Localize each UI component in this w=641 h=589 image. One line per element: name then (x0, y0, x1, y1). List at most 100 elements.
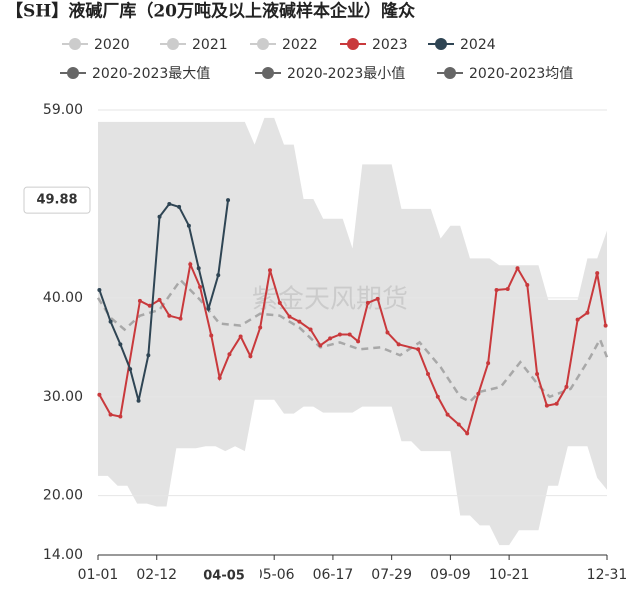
point (97, 287, 102, 292)
point (505, 286, 510, 291)
point (157, 297, 162, 302)
legend-label: 2022 (282, 37, 318, 53)
pointer-x-box (196, 563, 261, 587)
legend-label: 2021 (192, 37, 228, 53)
legend-marker (257, 38, 269, 50)
x-tick-label: 02-12 (136, 567, 177, 583)
y-tick-label: 40.00 (43, 290, 83, 306)
pointer-x-label: 04-05 (203, 569, 245, 584)
x-tick-label: 05-06 (254, 567, 295, 583)
point (118, 414, 123, 419)
point (128, 367, 133, 372)
point (544, 403, 549, 408)
point (356, 339, 361, 344)
pointer-y-box (23, 186, 91, 214)
point (287, 314, 292, 319)
point (494, 287, 499, 292)
chart-title: 【SH】液碱厂库（20万吨及以上液碱样本企业）隆众 (6, 1, 416, 22)
point (365, 300, 370, 305)
series-line (98, 260, 607, 436)
legend-marker (347, 38, 359, 50)
point (217, 375, 222, 380)
point (564, 384, 569, 389)
point (188, 262, 193, 267)
legend-marker (69, 38, 81, 50)
point (137, 298, 142, 303)
x-tick-label: 09-09 (430, 567, 471, 583)
legend-label: 2023 (372, 37, 408, 53)
point (595, 271, 600, 276)
point (238, 334, 243, 339)
point (178, 316, 183, 321)
legend-label: 2020 (94, 37, 130, 53)
legend-label: 2020-2023均值 (469, 66, 573, 82)
point (186, 223, 191, 228)
legend-marker (67, 67, 79, 79)
point (318, 343, 323, 348)
point (206, 306, 211, 311)
y-tick-label: 20.00 (43, 488, 83, 504)
legend-label: 2020-2023最大值 (92, 66, 210, 82)
point (435, 394, 440, 399)
point (575, 317, 580, 322)
point (157, 214, 162, 219)
point (248, 354, 253, 359)
legend-marker (444, 67, 456, 79)
point (136, 398, 141, 403)
min-max-band (98, 117, 607, 546)
x-tick-label: 06-17 (313, 567, 354, 583)
point (147, 303, 152, 308)
point (97, 392, 102, 397)
point (209, 333, 214, 338)
point (515, 266, 520, 271)
point (337, 332, 342, 337)
y-tick-label: 59.00 (43, 102, 83, 118)
y-tick-label: 30.00 (43, 389, 83, 405)
legend-label: 2024 (460, 37, 496, 53)
x-tick-label: 12-31 (587, 567, 628, 583)
point (258, 325, 263, 330)
pointer-y-label: 49.88 (36, 193, 77, 208)
point (167, 201, 172, 206)
point (108, 319, 113, 324)
point (146, 353, 151, 358)
point (445, 412, 450, 417)
point (585, 310, 590, 315)
point (277, 300, 282, 305)
point (603, 323, 608, 328)
point (198, 285, 203, 290)
point (308, 327, 313, 332)
point (177, 204, 182, 209)
point (426, 372, 431, 377)
point (347, 332, 352, 337)
point (554, 401, 559, 406)
point (385, 330, 390, 335)
point (416, 347, 421, 352)
point (486, 361, 491, 366)
legend-marker (435, 38, 447, 50)
point (396, 342, 401, 347)
x-tick-label: 07-29 (371, 567, 412, 583)
point (535, 372, 540, 377)
point (216, 273, 221, 278)
legend-marker (262, 67, 274, 79)
point (108, 412, 113, 417)
point (297, 319, 302, 324)
point (227, 352, 232, 357)
point (525, 283, 530, 288)
y-tick-label: 14.00 (43, 547, 83, 563)
point (267, 268, 272, 273)
x-tick-label: 01-01 (78, 567, 119, 583)
point (118, 342, 123, 347)
point (167, 313, 172, 318)
point (226, 198, 231, 203)
point (196, 266, 201, 271)
point (328, 336, 333, 341)
point (476, 391, 481, 396)
series-line (98, 200, 230, 401)
point (456, 422, 461, 427)
point (375, 296, 380, 301)
legend-marker (167, 38, 179, 50)
point (465, 431, 470, 436)
